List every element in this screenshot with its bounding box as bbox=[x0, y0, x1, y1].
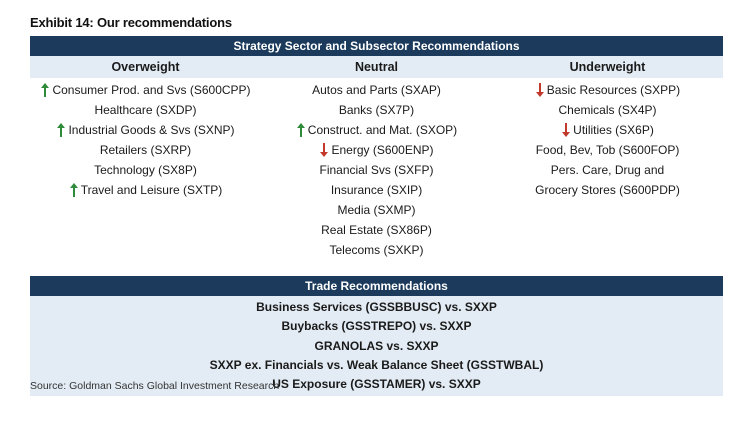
sector-item-label: Financial Svs (SXFP) bbox=[319, 163, 434, 177]
sector-item: Telecoms (SXKP) bbox=[329, 240, 423, 260]
sector-item-label: Technology (SX8P) bbox=[94, 163, 197, 177]
sector-item: Utilities (SX6P) bbox=[561, 120, 654, 140]
sector-item: Financial Svs (SXFP) bbox=[319, 160, 433, 180]
arrow-up-icon bbox=[40, 83, 50, 97]
sector-item: Consumer Prod. and Svs (S600CPP) bbox=[40, 80, 251, 100]
column-header-neutral: Neutral bbox=[354, 60, 399, 74]
sector-item-label: Consumer Prod. and Svs (S600CPP) bbox=[52, 83, 251, 97]
sector-item: Autos and Parts (SXAP) bbox=[312, 80, 441, 100]
sector-item-label: Utilities (SX6P) bbox=[573, 123, 654, 137]
sector-item-label: Insurance (SXIP) bbox=[330, 183, 423, 197]
strategy-header: Strategy Sector and Subsector Recommenda… bbox=[30, 36, 723, 56]
trade-item: GRANOLAS vs. SXXP bbox=[314, 338, 439, 353]
sector-item-label: Healthcare (SXDP) bbox=[94, 103, 197, 117]
exhibit-title: Exhibit 14: Our recommendations bbox=[30, 15, 232, 30]
sector-item: Technology (SX8P) bbox=[94, 160, 197, 180]
arrow-up-icon bbox=[69, 183, 79, 197]
sector-item: Food, Bev, Tob (S600FOP) bbox=[536, 140, 680, 160]
sector-item: Real Estate (SX86P) bbox=[321, 220, 432, 240]
sector-item-label: Pers. Care, Drug and bbox=[550, 163, 665, 177]
overweight-column: Consumer Prod. and Svs (S600CPP) Healthca… bbox=[30, 80, 261, 276]
sector-item-label: Energy (S600ENP) bbox=[331, 143, 434, 157]
sector-item-label: Media (SXMP) bbox=[337, 203, 416, 217]
sector-item: Insurance (SXIP) bbox=[331, 180, 422, 200]
arrow-down-icon bbox=[319, 143, 329, 157]
underweight-column: Basic Resources (SXPP) Chemicals (SX4P) Ut… bbox=[492, 80, 723, 276]
neutral-column: Autos and Parts (SXAP) Banks (SX7P) Constr… bbox=[261, 80, 492, 276]
sector-item: Retailers (SXRP) bbox=[100, 140, 191, 160]
sector-item-label: Travel and Leisure (SXTP) bbox=[80, 183, 223, 197]
source-note: Source: Goldman Sachs Global Investment … bbox=[30, 380, 280, 392]
trade-item: SXXP ex. Financials vs. Weak Balance She… bbox=[209, 357, 544, 372]
trade-header: Trade Recommendations bbox=[30, 276, 723, 296]
sector-item: Grocery Stores (S600PDP) bbox=[535, 180, 680, 200]
sector-item-label: Grocery Stores (S600PDP) bbox=[535, 183, 680, 197]
sector-item-label: Basic Resources (SXPP) bbox=[546, 83, 681, 97]
trade-item: US Exposure (GSSTAMER) vs. SXXP bbox=[272, 377, 481, 392]
arrow-up-icon bbox=[296, 123, 306, 137]
sector-item-label: Real Estate (SX86P) bbox=[321, 223, 432, 237]
sector-item-label: Autos and Parts (SXAP) bbox=[312, 83, 441, 97]
arrow-up-icon bbox=[56, 123, 66, 137]
trade-item: Business Services (GSSBBUSC) vs. SXXP bbox=[256, 300, 497, 314]
sector-item: Travel and Leisure (SXTP) bbox=[69, 180, 223, 200]
sector-item: Basic Resources (SXPP) bbox=[535, 80, 680, 100]
sector-item: Chemicals (SX4P) bbox=[558, 100, 656, 120]
trade-list: Business Services (GSSBBUSC) vs. SXXP Buy… bbox=[30, 296, 723, 397]
sector-item: Pers. Care, Drug and bbox=[551, 160, 664, 180]
column-headers: Overweight Neutral Underweight bbox=[30, 56, 723, 78]
sector-item: Healthcare (SXDP) bbox=[94, 100, 196, 120]
sector-item-label: Telecoms (SXKP) bbox=[329, 243, 424, 257]
column-header-overweight: Overweight bbox=[111, 60, 180, 74]
sector-item: Banks (SX7P) bbox=[339, 100, 414, 120]
sector-item-label: Retailers (SXRP) bbox=[99, 143, 192, 157]
trade-item: Buybacks (GSSTREPO) vs. SXXP bbox=[281, 319, 472, 334]
sector-item-label: Banks (SX7P) bbox=[338, 103, 415, 117]
sector-item: Media (SXMP) bbox=[337, 200, 415, 220]
sector-item: Industrial Goods & Svs (SXNP) bbox=[56, 120, 235, 140]
sector-item-label: Chemicals (SX4P) bbox=[558, 103, 657, 117]
sector-item: Energy (S600ENP) bbox=[319, 140, 434, 160]
recommendations-table: Strategy Sector and Subsector Recommenda… bbox=[30, 36, 723, 397]
sector-item-label: Construct. and Mat. (SXOP) bbox=[307, 123, 458, 137]
sector-item-label: Food, Bev, Tob (S600FOP) bbox=[535, 143, 680, 157]
column-header-underweight: Underweight bbox=[569, 60, 646, 74]
sector-item: Construct. and Mat. (SXOP) bbox=[296, 120, 457, 140]
arrow-down-icon bbox=[535, 83, 545, 97]
arrow-down-icon bbox=[561, 123, 571, 137]
sector-columns: Consumer Prod. and Svs (S600CPP) Healthca… bbox=[30, 78, 723, 276]
sector-item-label: Industrial Goods & Svs (SXNP) bbox=[68, 123, 235, 137]
